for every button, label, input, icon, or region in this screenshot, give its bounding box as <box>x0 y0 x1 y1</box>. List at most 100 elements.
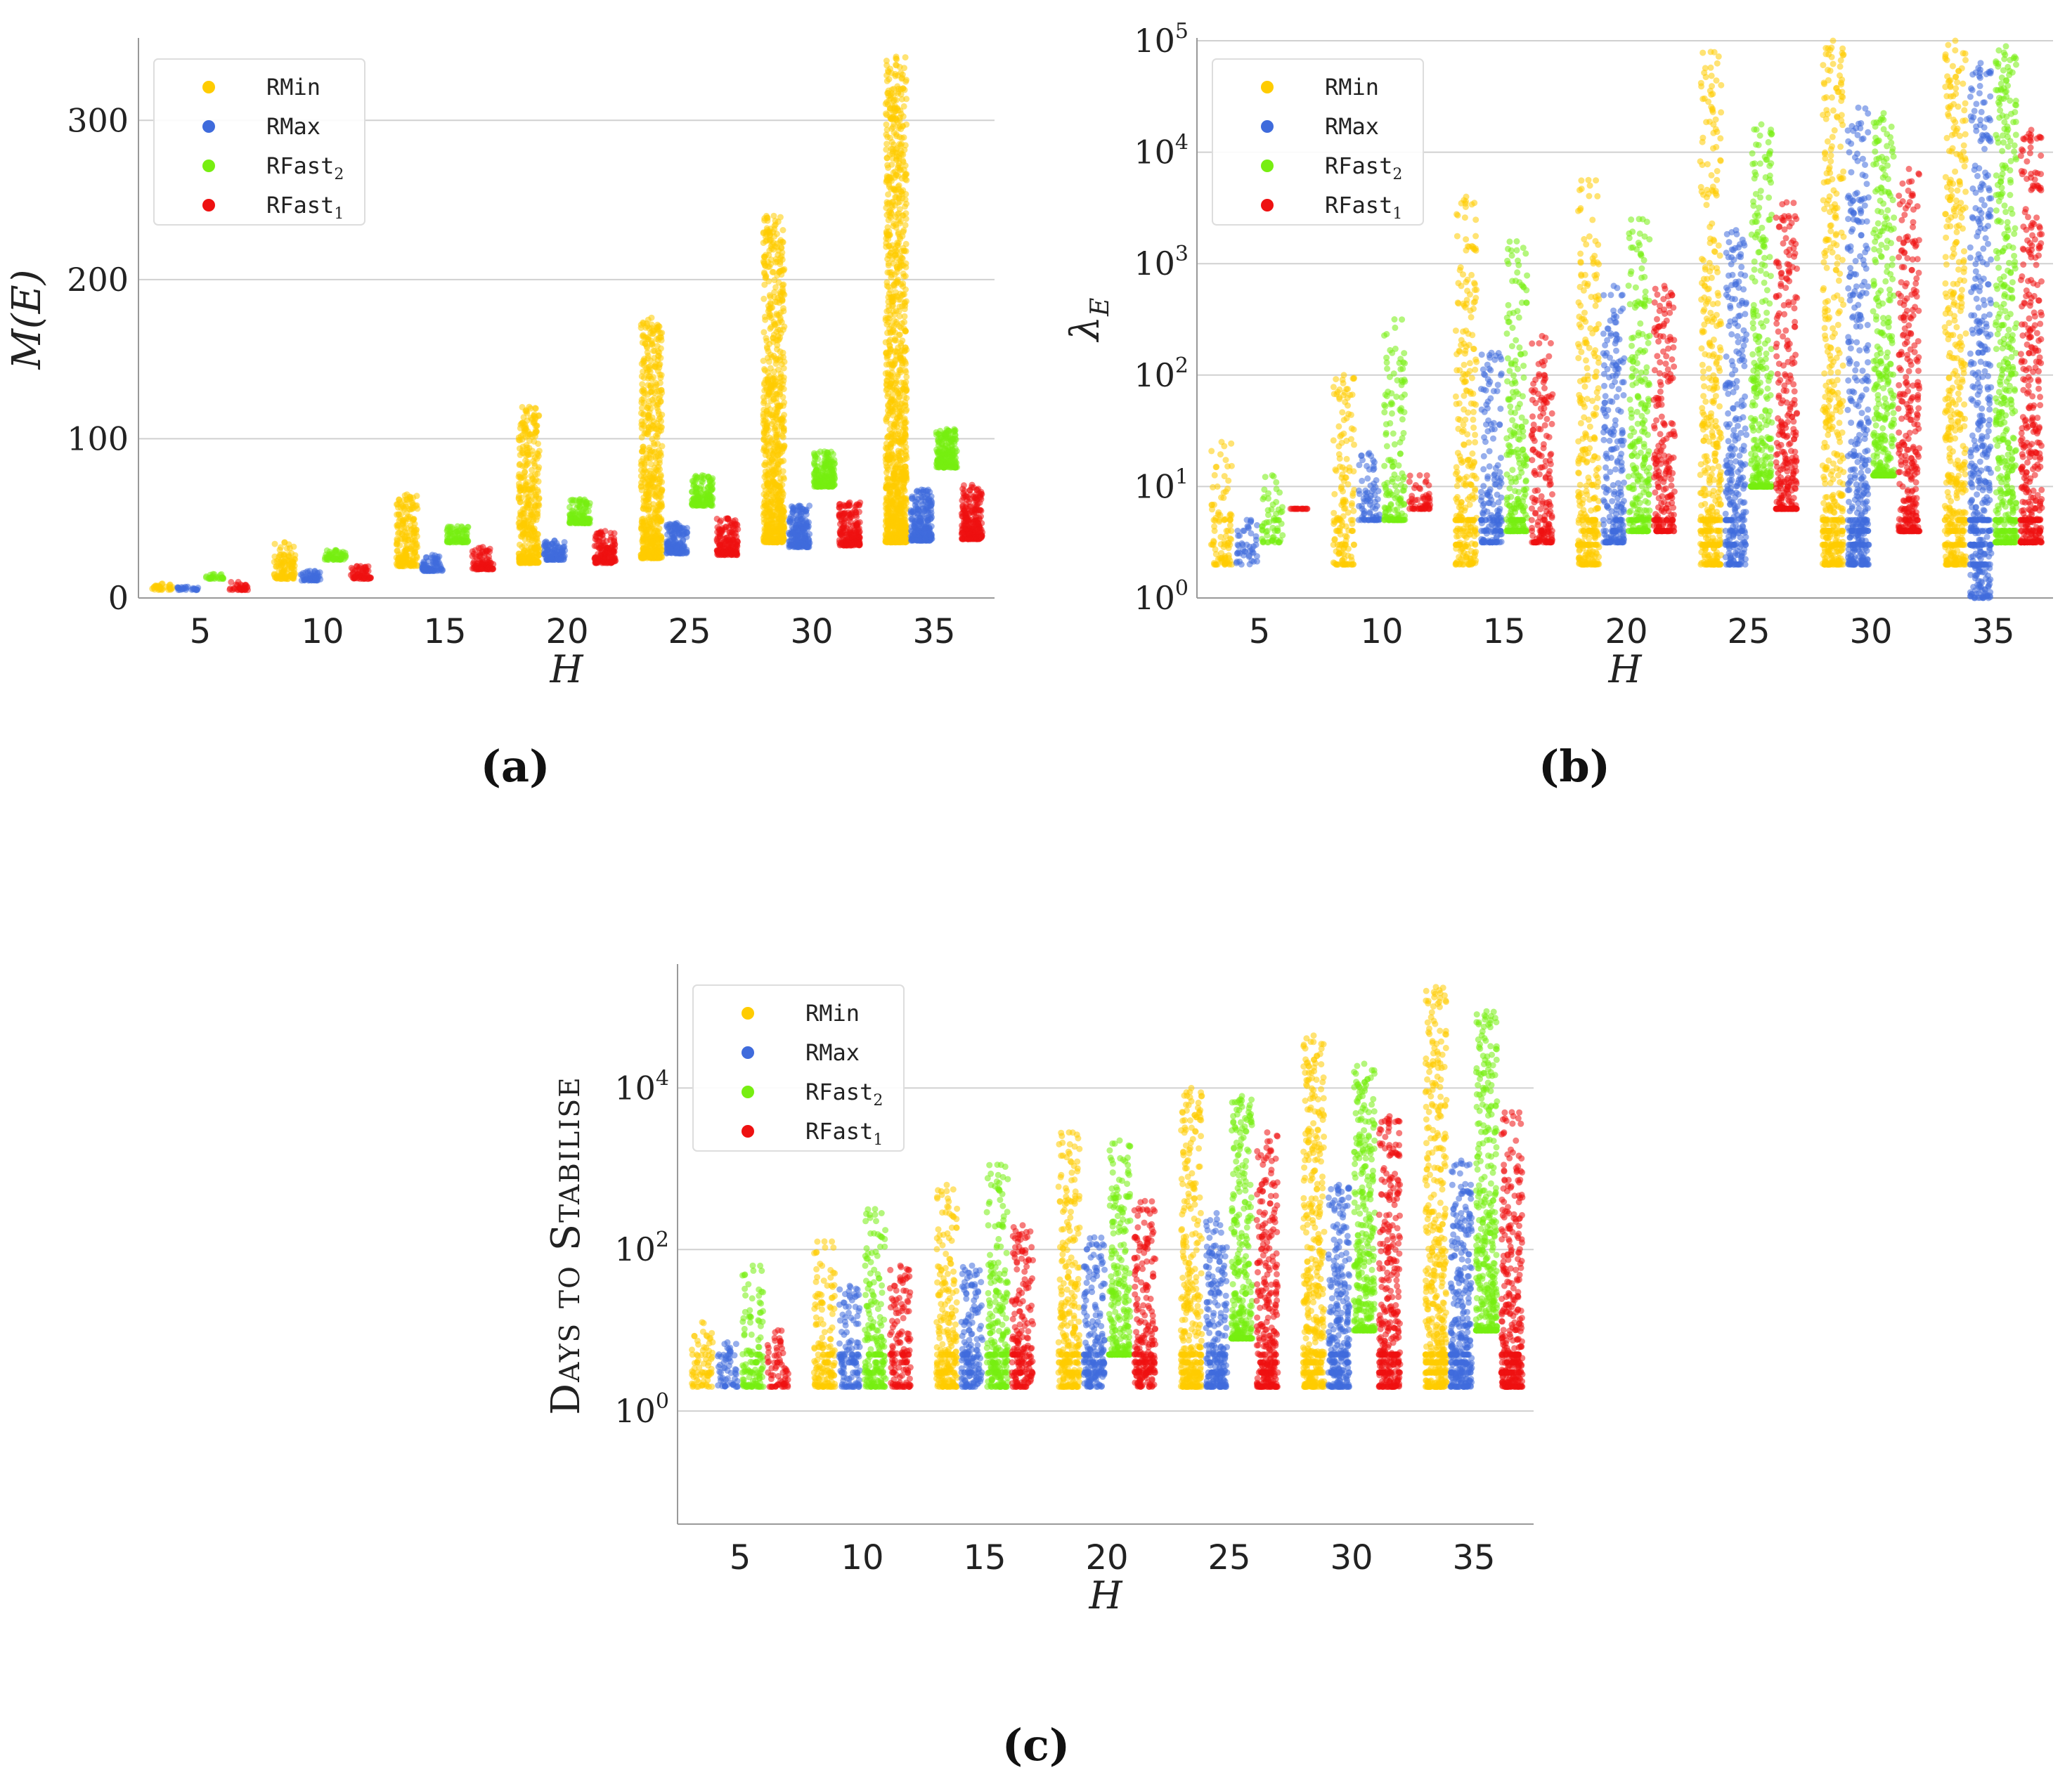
point-RMin <box>523 500 529 507</box>
point-RMin <box>896 141 903 148</box>
point-RMin <box>893 224 900 231</box>
point-RMin <box>887 287 894 294</box>
point-RMin <box>894 415 901 422</box>
point-RMin <box>889 475 896 482</box>
point-RMax <box>796 513 803 520</box>
point-RMin <box>520 474 527 481</box>
point-RMin <box>403 491 410 498</box>
point-RFast2 <box>935 436 942 443</box>
point-RMin <box>902 358 909 365</box>
point-RMin <box>522 457 529 464</box>
point-RMin <box>409 500 416 507</box>
point-RMin <box>900 280 907 287</box>
point-RMin <box>659 443 666 450</box>
point-RMin <box>519 431 526 438</box>
point-RFast2 <box>814 463 821 470</box>
point-RMin <box>645 431 652 438</box>
point-RMin <box>883 146 890 153</box>
point-RMin <box>516 462 523 469</box>
point-RMin <box>522 468 529 475</box>
point-RMax <box>907 509 914 516</box>
point-RMin <box>291 555 297 562</box>
point-RMax <box>919 501 926 508</box>
point-RMin <box>517 451 524 458</box>
point-RMin <box>775 487 782 494</box>
point-RMin <box>893 379 900 386</box>
point-RMin <box>779 282 786 289</box>
point-RMin <box>763 477 770 484</box>
point-RMin <box>892 495 899 502</box>
point-RMin <box>517 487 524 494</box>
point-RMax <box>928 509 935 516</box>
point-RFast2 <box>452 528 459 535</box>
point-RMin <box>883 141 891 148</box>
point-RMin <box>901 415 908 422</box>
point-RMin <box>883 131 890 138</box>
point-RMin <box>526 437 533 444</box>
point-RMin <box>762 262 769 269</box>
point-RMin <box>286 545 293 552</box>
point-RMin <box>641 358 648 365</box>
point-RMin <box>770 468 777 475</box>
point-RMin <box>895 517 902 523</box>
point-RMin <box>900 103 907 110</box>
point-RMin <box>396 542 403 549</box>
point-RMin <box>287 573 294 580</box>
point-RMin <box>897 253 904 260</box>
point-RMin <box>903 500 910 507</box>
point-RMin <box>780 402 786 409</box>
point-RMin <box>654 324 661 331</box>
point-RMin <box>531 419 538 427</box>
point-RFast2 <box>699 472 706 479</box>
point-RMin <box>902 384 909 391</box>
point-RFast1 <box>235 578 242 585</box>
point-RMin <box>767 305 773 312</box>
point-RMin <box>533 491 540 498</box>
point-RMin <box>891 323 898 330</box>
point-RFast2 <box>821 448 828 455</box>
point-RMax <box>914 537 921 544</box>
point-RMin <box>640 455 647 462</box>
point-RMin <box>647 383 654 390</box>
point-RMin <box>898 407 905 414</box>
point-RMin <box>779 227 786 233</box>
point-RMin <box>650 440 657 446</box>
point-RMin <box>779 530 786 537</box>
point-RMin <box>893 62 900 69</box>
point-RMin <box>890 302 896 309</box>
point-RMin <box>896 114 903 121</box>
point-RMin <box>534 450 541 457</box>
point-RMin <box>899 122 906 129</box>
point-RFast1 <box>237 586 244 593</box>
point-RMin <box>768 513 775 520</box>
point-RMin <box>398 501 405 508</box>
point-RMin <box>901 319 908 325</box>
point-RMax <box>927 535 934 542</box>
point-RMin <box>780 523 787 530</box>
point-RMax <box>921 530 928 536</box>
point-RMax <box>909 532 917 539</box>
point-RMin <box>892 149 899 156</box>
point-RFast2 <box>947 454 954 461</box>
point-RMin <box>893 53 900 60</box>
point-RMin <box>886 338 893 345</box>
point-RFast2 <box>578 516 585 523</box>
point-RMin <box>651 550 658 557</box>
point-RMin <box>761 429 768 436</box>
point-RMin <box>891 329 898 336</box>
point-RMin <box>781 358 788 365</box>
point-RMin <box>649 538 656 545</box>
point-RMin <box>637 325 645 331</box>
point-RMin <box>526 535 532 542</box>
point-RMin <box>529 484 536 491</box>
point-RMin <box>764 217 771 224</box>
ytick-label-a-3: 300 <box>67 101 129 139</box>
point-RMin <box>521 547 528 554</box>
point-RMin <box>885 539 892 545</box>
point-RMin <box>772 381 779 388</box>
point-RMin <box>899 303 906 310</box>
point-RMin <box>901 393 908 401</box>
point-RMin <box>780 365 787 372</box>
point-RMin <box>772 284 779 291</box>
